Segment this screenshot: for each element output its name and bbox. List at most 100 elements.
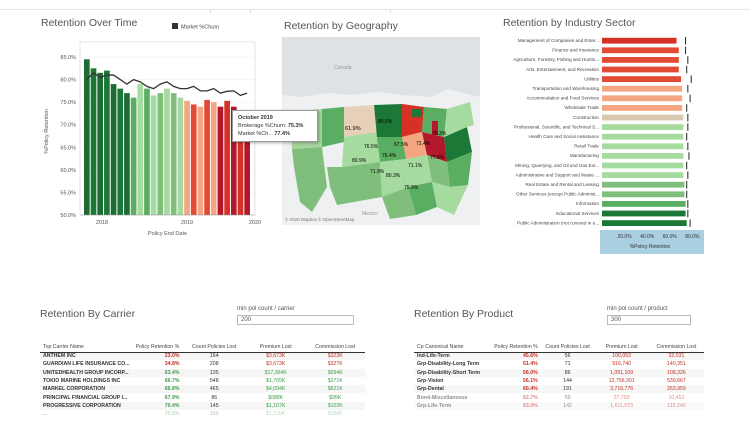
industry-bar (602, 143, 684, 150)
product-commission-cell: 539,667 (667, 378, 686, 385)
industry-bar (602, 105, 683, 111)
carrier-retention-cell: 34.8% (164, 361, 180, 368)
industry-bar (602, 181, 685, 188)
carrier-row[interactable]: TOKIO MARINE HOLDINGS INC 66.7% 548 $1,765K… (40, 376, 365, 386)
tooltip-line2-value: 77.4% (274, 131, 290, 137)
industry-label: Administrative and Support and Waste ... (516, 172, 599, 177)
carrier-count-cell: 150 (209, 411, 219, 418)
col-cp-canonical-name[interactable]: Cp Canonical Name (417, 343, 464, 350)
product-retention-cell: 62.7% (523, 394, 538, 401)
carrier-row[interactable]: UNITEDHEALTH GROUP INCORP... 63.4% 135 $17,… (40, 368, 365, 377)
product-table: Cp Canonical Name Policy Retention % Cou… (414, 330, 704, 411)
col-product-premium-lost[interactable]: Premium Lost (605, 343, 638, 350)
y-tick-label: 75.0% (60, 100, 76, 106)
y-tick-label: 60.0% (60, 168, 76, 174)
carrier-premium-cell: $1,107K (266, 402, 286, 409)
bar-retention (90, 68, 97, 215)
carrier-name-cell: PROGRESSIVE CORPORATION (43, 402, 121, 409)
svg-text:80.3%: 80.3% (386, 173, 401, 179)
product-name-cell: Grp-Disability-Short Term (417, 369, 481, 376)
product-count-cell: 56 (564, 353, 571, 360)
retention-over-time-chart[interactable]: 85.0% 80.0% 75.0% 70.0% 65.0% 60.0% 55.0% 50.0%… (20, 20, 270, 245)
carrier-min-count-input[interactable]: 200 (237, 315, 354, 325)
col-commission-lost[interactable]: Commission Lost (315, 343, 356, 350)
y-tick-label: 65.0% (60, 145, 76, 151)
industry-x-axis (600, 230, 704, 254)
industry-label: Mining, Quarrying, and Oil and Gas Ext..… (515, 163, 599, 168)
product-row[interactable]: Grp-Vision 56.1% 144 12,756,301 539,667 (414, 376, 704, 386)
carrier-table: Top Carrier Name Policy Retention % Coun… (40, 330, 365, 419)
carrier-name-cell: UNITEDHEALTH GROUP INCORP... (43, 369, 129, 376)
industry-x-label: %Policy Retention (630, 244, 671, 250)
carrier-row[interactable]: GUARDIAN LIFE INSURANCE CO... 34.8% 208 $3,… (40, 360, 365, 369)
bar-retention (164, 88, 170, 215)
svg-text:80.9%: 80.9% (352, 158, 367, 164)
col-policy-retention[interactable]: Policy Retention % (135, 343, 180, 350)
carrier-table-header: Top Carrier Name Policy Retention % Coun… (40, 330, 365, 352)
legend-swatch (172, 23, 178, 29)
top-tab-strip (0, 0, 750, 13)
chart-tooltip: October 2019 Brokerage %Churn: 75.3% Mar… (232, 110, 318, 142)
us-states[interactable] (290, 102, 474, 219)
carrier-premium-cell: $3,673K (266, 361, 286, 368)
carrier-premium-cell: $17,364K (264, 369, 287, 376)
bar-retention (210, 102, 217, 215)
bar-retention (84, 59, 90, 215)
x-tick-label: 2020 (249, 220, 261, 226)
carrier-row[interactable]: PRINCIPAL FINANCIAL GROUP I... 67.9% 86 $68… (40, 393, 365, 402)
bar-retention (110, 84, 117, 215)
y-tick-label: 50.0% (60, 213, 76, 219)
industry-chart[interactable]: Management of Companies and Enter... Fina… (498, 34, 708, 256)
col-product-count-policies-lost[interactable]: Count Policies Lost (545, 343, 590, 350)
product-row[interactable]: Grp-Disability-Long Term 51.4% 71 916,740 14… (414, 360, 704, 369)
col-count-policies-lost[interactable]: Count Policies Lost (192, 343, 237, 350)
product-premium-cell: 100,053 (612, 353, 632, 360)
bar-retention (184, 100, 190, 215)
col-premium-lost[interactable]: Premium Lost (259, 343, 292, 350)
industry-label: Transportation and Warehousing (532, 86, 599, 91)
retention-by-carrier-title: Retention By Carrier (40, 308, 136, 320)
industry-label: Finance and Insurance (552, 48, 599, 53)
retention-by-industry-title: Retention by Industry Sector (503, 17, 636, 29)
carrier-premium-cell: $688K (268, 394, 284, 401)
product-count-cell: 71 (564, 361, 571, 368)
industry-bar (602, 85, 683, 92)
product-row[interactable]: Grp-Disability-Short Term 56.0% 86 1,051,10… (414, 368, 704, 377)
bar-retention (150, 95, 157, 215)
product-row[interactable]: Grp-Life-Term 63.0% 142 1,611,073 119,240 (414, 401, 704, 411)
svg-text:75.3%: 75.3% (432, 131, 447, 137)
product-min-count-label: min pol count / product (607, 306, 668, 312)
map-label-canada: Canada (334, 65, 352, 71)
col-product-policy-retention[interactable]: Policy Retention % (494, 343, 538, 350)
geography-map[interactable]: 61.9% 80.5% 67.5% 76.5% 76.4% 72.4% 80.9… (282, 37, 480, 225)
product-row[interactable]: Ind-Life-Term 45.6% 56 100,053 32,031 (414, 352, 704, 361)
product-row[interactable]: Bond-Miscellaneous 62.7% 59 37,793 10,452 (414, 393, 704, 402)
retention-by-product-title: Retention By Product (414, 308, 514, 320)
col-top-carrier-name[interactable]: Top Carrier Name (43, 343, 84, 350)
industry-label: Information (576, 201, 599, 206)
product-name-cell: Bond-Miscellaneous (417, 394, 468, 401)
industry-label: Agriculture, Forestry, Fishing and Hunti… (513, 57, 599, 62)
industry-bar (602, 191, 685, 198)
industry-label: Accommodation and Food Services (526, 96, 599, 101)
industry-bar (602, 172, 684, 178)
svg-text:76.5%: 76.5% (364, 144, 379, 150)
carrier-row[interactable]: ANTHEM INC 23.0% 164 $3,673K $323K (40, 352, 365, 361)
tooltip-line1-value: 75.3% (287, 123, 304, 129)
carrier-min-count-label: min pol count / carrier (237, 306, 295, 312)
col-product-commission-lost[interactable]: Commission Lost (656, 343, 697, 350)
carrier-count-cell: 135 (209, 369, 219, 376)
carrier-name-cell: ANTHEM INC (43, 353, 76, 360)
carrier-row[interactable]: MARKEL CORPORATION 66.8% 465 $4,094K $621K (40, 385, 365, 394)
carrier-row[interactable]: PROGRESSIVE CORPORATION 70.4% 145 $1,107K $1… (40, 401, 365, 411)
tooltip-line1-label: Brokerage %Churn: (238, 123, 287, 129)
legend-market-churn: Market %Churn (181, 25, 219, 31)
svg-text:71.1%: 71.1% (408, 163, 423, 169)
product-row[interactable]: Grp-Dental 60.4% 191 3,716,776 263,959 (414, 385, 704, 394)
product-min-count-input[interactable]: 300 (607, 315, 691, 325)
svg-text:61.9%: 61.9% (345, 126, 361, 132)
industry-bar (602, 133, 684, 140)
carrier-name-cell: PRINCIPAL FINANCIAL GROUP I... (43, 394, 128, 401)
carrier-row[interactable]: ... 70.5% 150 $1,120K $188K (40, 410, 365, 419)
industry-label: Wholesale Trade (565, 105, 600, 110)
